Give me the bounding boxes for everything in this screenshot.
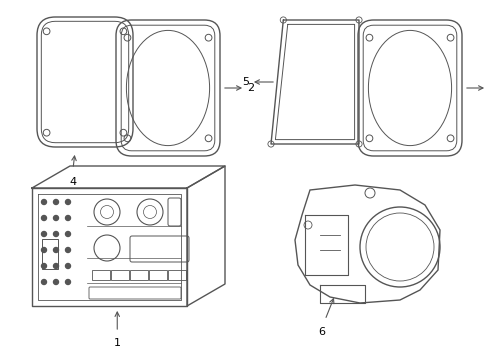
Circle shape [41,199,46,204]
Circle shape [41,264,46,269]
Circle shape [41,216,46,220]
Circle shape [53,216,59,220]
Bar [149,270,167,280]
Circle shape [65,231,70,237]
Circle shape [53,199,59,204]
Text: 5: 5 [242,77,248,87]
Bar [92,270,110,280]
Bar [42,239,58,269]
Text: 4: 4 [69,177,77,187]
Text: 2: 2 [246,83,254,93]
Bar [111,270,129,280]
Circle shape [65,199,70,204]
Circle shape [65,248,70,252]
Text: 6: 6 [318,327,325,337]
Circle shape [41,279,46,284]
Circle shape [53,248,59,252]
Circle shape [53,231,59,237]
Bar [130,270,148,280]
Circle shape [41,231,46,237]
Circle shape [65,216,70,220]
Bar [168,270,185,280]
Circle shape [65,264,70,269]
Circle shape [41,248,46,252]
Circle shape [53,279,59,284]
Circle shape [65,279,70,284]
Circle shape [53,264,59,269]
Text: 1: 1 [114,338,121,348]
